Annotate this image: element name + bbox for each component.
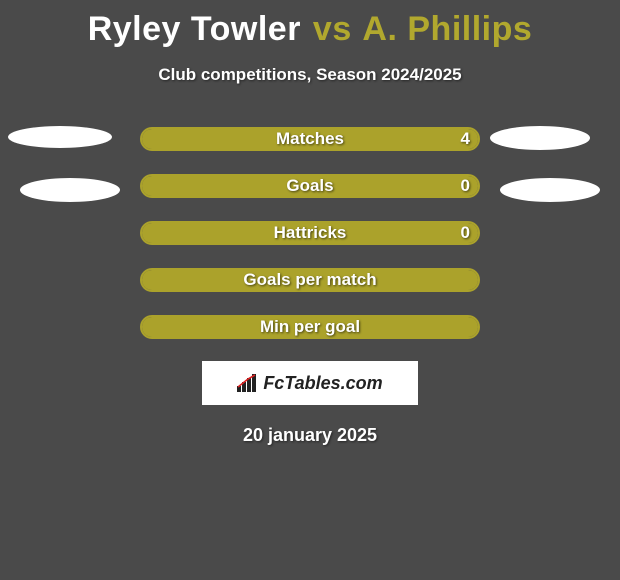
chart-icon (237, 374, 259, 392)
logo-text: FcTables.com (263, 373, 382, 394)
stat-row: Min per goal (0, 315, 620, 339)
date: 20 january 2025 (0, 425, 620, 446)
player1-name: Ryley Towler (88, 10, 301, 48)
stat-label: Matches (0, 127, 620, 151)
stat-label: Goals per match (0, 268, 620, 292)
stat-row: Goals per match (0, 268, 620, 292)
stat-value-player2: 0 (461, 174, 470, 198)
vs-text: vs (313, 10, 352, 48)
stat-row: Hattricks0 (0, 221, 620, 245)
logo: FcTables.com (237, 373, 382, 394)
comparison-title: Ryley Towler vs A. Phillips (0, 0, 620, 49)
stat-row: Matches4 (0, 127, 620, 151)
stat-value-player2: 0 (461, 221, 470, 245)
subtitle: Club competitions, Season 2024/2025 (0, 65, 620, 85)
stat-label: Hattricks (0, 221, 620, 245)
logo-box: FcTables.com (202, 361, 418, 405)
stat-label: Goals (0, 174, 620, 198)
stat-rows: Matches4Goals0Hattricks0Goals per matchM… (0, 127, 620, 339)
player2-name: A. Phillips (362, 10, 532, 48)
stat-label: Min per goal (0, 315, 620, 339)
stat-value-player2: 4 (461, 127, 470, 151)
stat-row: Goals0 (0, 174, 620, 198)
